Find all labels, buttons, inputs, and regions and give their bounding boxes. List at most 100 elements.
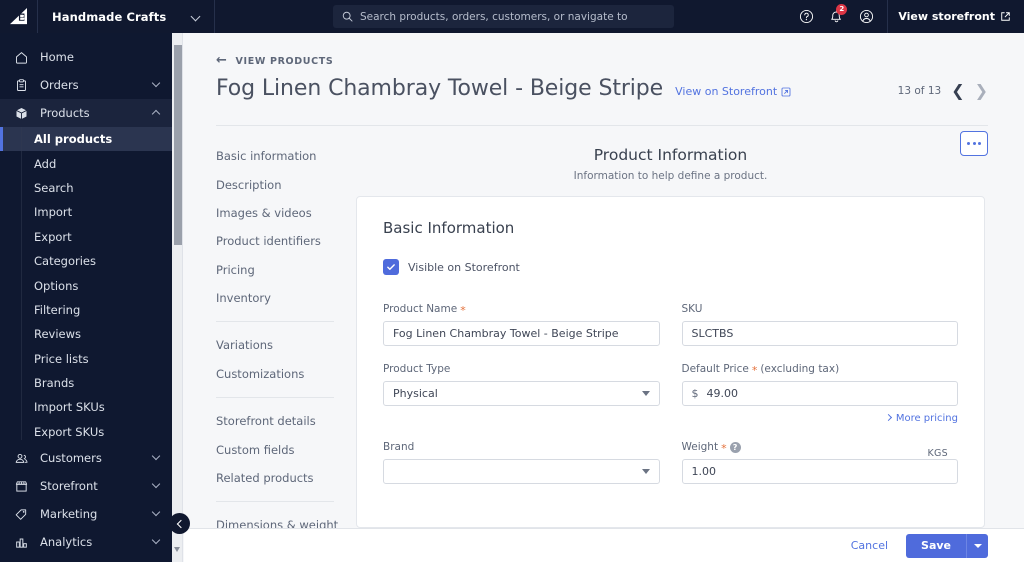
store-switcher[interactable]: Handmade Crafts (38, 0, 216, 33)
sidebar-subitem-brands[interactable]: Brands (0, 371, 172, 395)
users-icon (12, 450, 30, 466)
scrollbar-thumb[interactable] (173, 45, 182, 245)
sidebar-item-storefront[interactable]: Storefront (0, 472, 172, 500)
more-actions-button[interactable] (960, 131, 988, 156)
save-dropdown-button[interactable] (966, 533, 988, 558)
global-search[interactable] (333, 5, 674, 28)
account-button[interactable] (851, 0, 881, 33)
left-navigation: Home Orders (0, 33, 172, 562)
sidebar-subitem-search[interactable]: Search (0, 176, 172, 200)
section-item-related-products[interactable]: Related products (216, 470, 314, 485)
sku-input[interactable] (681, 321, 958, 346)
section-item-inventory[interactable]: Inventory (216, 291, 271, 306)
sidebar-subitem-export-skus[interactable]: Export SKUs (0, 420, 172, 444)
product-name-input[interactable] (383, 321, 660, 346)
sidebar-subitem-options[interactable]: Options (0, 273, 172, 297)
sidebar-label-marketing: Marketing (40, 507, 98, 522)
sidebar-subitem-import[interactable]: Import (0, 200, 172, 224)
search-icon (342, 11, 353, 22)
subitem-label: Search (34, 180, 74, 195)
default-price-label-text: Default Price (681, 363, 749, 375)
card-title: Basic Information (383, 219, 515, 237)
chevron-down-icon (148, 479, 164, 489)
box-icon (12, 105, 30, 121)
user-circle-icon (859, 9, 873, 24)
pager-count: 13 of 13 (897, 85, 942, 97)
ellipsis-icon (972, 142, 976, 145)
sidebar-subitem-filtering[interactable]: Filtering (0, 298, 172, 322)
form-row-3: Brand Weight * ? (383, 441, 958, 484)
sidebar-item-customers[interactable]: Customers (0, 444, 172, 472)
sidebar-subitem-price-lists[interactable]: Price lists (0, 347, 172, 371)
brand-select[interactable] (383, 459, 660, 484)
visible-on-storefront-label: Visible on Storefront (408, 260, 520, 274)
visible-on-storefront-checkbox[interactable] (383, 259, 399, 275)
sidebar-subitem-all-products[interactable]: All products (0, 127, 172, 152)
sidebar-scrollbar[interactable] (172, 33, 183, 562)
subitem-label: Import (34, 205, 73, 220)
cancel-button[interactable]: Cancel (850, 539, 889, 552)
breadcrumb[interactable]: ← VIEW PRODUCTS (216, 53, 988, 68)
scroll-up-arrow[interactable] (174, 36, 181, 60)
question-mark-icon[interactable]: ? (729, 441, 741, 453)
sidebar-subitem-export[interactable]: Export (0, 225, 172, 249)
section-item-basic-information[interactable]: Basic information (216, 149, 317, 164)
subitem-label: All products (34, 132, 113, 147)
save-button[interactable]: Save (906, 533, 966, 558)
chevron-right-icon (884, 413, 892, 422)
section-item-images-videos[interactable]: Images & videos (216, 205, 312, 220)
panel-title: Product Information (593, 146, 748, 164)
sidebar-item-home[interactable]: Home (0, 43, 172, 71)
section-item-pricing[interactable]: Pricing (216, 262, 255, 277)
search-input[interactable] (360, 10, 660, 23)
sidebar-subitem-categories[interactable]: Categories (0, 249, 172, 273)
default-price-input[interactable] (681, 381, 958, 406)
help-button[interactable] (791, 0, 821, 33)
pager-prev-button[interactable]: ❮ (951, 81, 965, 100)
sidebar-subitem-reviews[interactable]: Reviews (0, 322, 172, 346)
sidebar-item-orders[interactable]: Orders (0, 71, 172, 99)
header-divider (216, 125, 988, 126)
bar-chart-icon (12, 534, 30, 550)
sidebar-item-marketing[interactable]: Marketing (0, 500, 172, 528)
section-item-storefront-details[interactable]: Storefront details (216, 414, 316, 429)
more-pricing-label: More pricing (895, 413, 958, 424)
panel-header: Product Information Information to help … (356, 142, 985, 196)
weight-input[interactable] (681, 459, 958, 484)
storefront-icon (12, 478, 30, 494)
section-item-description[interactable]: Description (216, 177, 282, 192)
section-item-custom-fields[interactable]: Custom fields (216, 442, 295, 457)
sidebar-item-analytics[interactable]: Analytics (0, 528, 172, 556)
section-item-product-identifiers[interactable]: Product identifiers (216, 234, 321, 249)
default-price-input-wrap: $ (681, 381, 958, 406)
sidebar-subitem-add[interactable]: Add (0, 151, 172, 175)
sidebar-collapse-button[interactable] (169, 513, 190, 534)
notifications-button[interactable]: 2 (821, 0, 851, 33)
product-type-select[interactable] (383, 381, 660, 406)
weight-label: Weight * ? (682, 441, 959, 454)
product-name-label-text: Product Name (383, 303, 458, 315)
section-item-variations[interactable]: Variations (216, 338, 274, 353)
ellipsis-icon (978, 142, 981, 145)
bigcommerce-logo[interactable] (0, 0, 38, 33)
subitem-label: Add (34, 156, 57, 171)
sidebar-label-customers: Customers (40, 451, 102, 466)
store-name: Handmade Crafts (52, 9, 167, 24)
arrow-left-icon: ← (216, 53, 228, 68)
sidebar-label-products: Products (40, 106, 90, 120)
view-on-storefront-link[interactable]: View on Storefront (675, 85, 791, 98)
sidebar-subitem-import-skus[interactable]: Import SKUs (0, 395, 172, 419)
more-pricing-link[interactable]: More pricing (682, 413, 958, 424)
section-item-customizations[interactable]: Customizations (216, 366, 305, 381)
brand-select-wrap (383, 459, 660, 484)
product-name-label: Product Name * (383, 303, 660, 316)
caret-down-icon (973, 543, 982, 548)
view-storefront-link[interactable]: View storefront (898, 10, 1015, 23)
default-price-field-group: Default Price * (excluding tax) $ More p… (681, 363, 958, 424)
pager-next-button[interactable]: ❯ (974, 81, 988, 100)
sidebar-item-products[interactable]: Products (0, 99, 172, 127)
brand-field-group: Brand (383, 441, 660, 484)
scroll-down-arrow[interactable] (174, 547, 181, 562)
subitem-label: Export SKUs (34, 424, 105, 439)
